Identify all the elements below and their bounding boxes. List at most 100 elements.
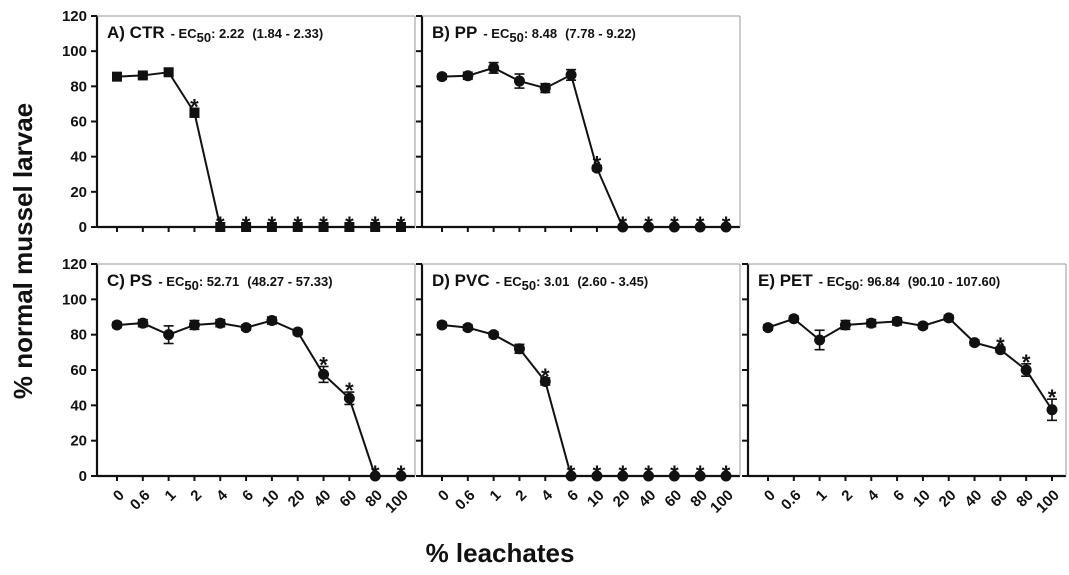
data-point (370, 222, 381, 232)
ec-ci: (48.27 - 57.33) (247, 274, 332, 289)
x-tick-label: 80 (1013, 487, 1037, 511)
y-tick-label: 40 (70, 397, 87, 414)
x-tick-label: 0 (110, 487, 128, 505)
panel-title: A) CTR - EC50: 2.22 (1.84 - 2.33) (107, 23, 323, 45)
x-tick-label: 100 (707, 487, 737, 517)
x-tick-label: 0.6 (778, 487, 805, 514)
y-tick-label: 100 (62, 291, 87, 308)
y-tick-label: 20 (70, 433, 87, 450)
x-tick-label: 1 (487, 487, 505, 505)
data-point (112, 71, 122, 82)
data-point (462, 322, 474, 334)
y-axis-title: % normal mussel larvae (8, 103, 38, 399)
x-tick-label: 1 (162, 487, 180, 505)
significance-star: * (670, 212, 679, 237)
significance-star: * (371, 212, 380, 237)
data-point (1046, 404, 1058, 416)
ec-value: : 2.22 (211, 26, 244, 41)
data-point (318, 368, 330, 380)
significance-star: * (670, 461, 679, 486)
data-point (436, 319, 448, 331)
panel-title-name: D) PVC (432, 271, 490, 290)
panel-title-name: B) PP (432, 23, 477, 42)
data-point (111, 319, 123, 331)
y-tick-label: 80 (70, 327, 87, 344)
data-point (788, 313, 800, 325)
significance-star: * (190, 94, 199, 119)
series-line (116, 319, 401, 477)
data-point (488, 329, 500, 341)
x-tick-label: 60 (661, 487, 685, 511)
significance-star: * (644, 212, 653, 237)
ec-subscript: 50 (184, 278, 198, 293)
significance-star: * (397, 461, 406, 486)
data-point (462, 70, 474, 82)
data-point (163, 329, 175, 341)
data-point (839, 319, 851, 331)
data-point (240, 322, 252, 334)
data-point (395, 470, 407, 482)
series-line (441, 323, 726, 477)
x-tick-label: 20 (936, 487, 960, 511)
ec-value: : 3.01 (536, 274, 569, 289)
data-point (694, 221, 706, 233)
ec-label: - EC (819, 274, 846, 289)
data-point (513, 343, 525, 355)
significance-star: * (345, 378, 354, 403)
data-point (1020, 364, 1032, 376)
significance-star: * (593, 151, 602, 176)
panel-title-name: A) CTR (107, 23, 165, 42)
significance-star: * (397, 212, 406, 237)
panel-title-name: C) PS (107, 271, 152, 290)
significance-star: * (722, 212, 731, 237)
significance-star: * (644, 461, 653, 486)
data-point (215, 222, 226, 232)
data-point (137, 317, 149, 329)
data-point (189, 107, 200, 118)
ec-subscript: 50 (522, 278, 536, 293)
data-point (318, 222, 329, 232)
ec-subscript: 50 (509, 30, 523, 45)
x-tick-label: 80 (362, 487, 386, 511)
panel-title: D) PVC - EC50: 3.01 (2.60 - 3.45) (432, 271, 648, 293)
significance-star: * (216, 212, 225, 237)
data-point (343, 392, 355, 404)
data-point (720, 221, 732, 233)
chart-panel-1: 0 20 40 60 80 100 120 * * * * * * * * * A) CTR - EC50: 2.… (62, 8, 416, 237)
x-tick-label: 6 (890, 487, 908, 505)
ec-ci: (1.84 - 2.33) (252, 26, 323, 41)
x-tick-label: 6 (564, 487, 582, 505)
x-tick-label: 10 (584, 487, 608, 511)
significance-star: * (567, 461, 576, 486)
data-point (266, 222, 277, 232)
x-tick-label: 60 (336, 487, 360, 511)
ec-value: : 8.48 (524, 26, 557, 41)
series-line (441, 66, 726, 228)
y-tick-label: 120 (62, 256, 87, 273)
x-tick-label: 40 (962, 487, 986, 511)
x-tick-label: 0.6 (452, 487, 479, 514)
significance-star: * (696, 461, 705, 486)
data-point (292, 222, 303, 232)
data-point (369, 470, 381, 482)
data-point (565, 470, 577, 482)
y-tick-label: 100 (62, 43, 87, 60)
data-point (513, 75, 525, 87)
x-tick-label: 0.6 (127, 487, 154, 514)
data-point (643, 470, 655, 482)
data-point (994, 344, 1006, 356)
panel-title: C) PS - EC50: 52.71 (48.27 - 57.33) (107, 271, 333, 293)
significance-star: * (618, 461, 627, 486)
data-point (591, 162, 603, 174)
x-tick-label: 60 (987, 487, 1011, 511)
data-point (344, 222, 355, 232)
data-point (917, 320, 929, 332)
significance-star: * (1022, 350, 1031, 375)
x-tick-label: 40 (636, 487, 660, 511)
ec-label: - EC (171, 26, 198, 41)
data-point (762, 322, 774, 334)
